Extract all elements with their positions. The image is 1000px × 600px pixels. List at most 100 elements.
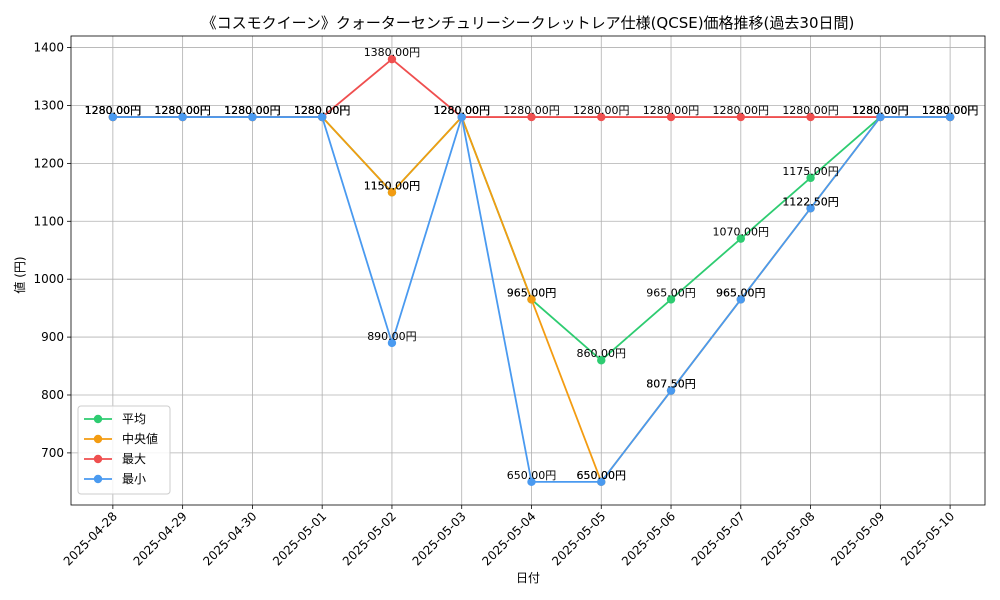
data-label: 1380.00円 [364,46,421,59]
x-tick-label: 2025-05-06 [619,509,678,568]
data-point [457,112,466,122]
data-point [248,112,257,122]
x-tick-label: 2025-05-03 [410,509,469,568]
data-label: 1280.00円 [782,104,839,117]
y-axis-label: 値 (円) [12,256,27,293]
data-label: 1280.00円 [643,104,700,117]
data-label: 807.50円 [646,378,696,391]
data-label: 807.50円 [646,378,696,391]
data-label: 965.00円 [716,286,766,299]
y-tick-label: 900 [41,330,64,344]
data-label: 1280.00円 [433,104,490,117]
x-tick-label: 2025-05-05 [549,509,608,568]
data-label: 1280.00円 [294,104,351,117]
data-point [666,295,676,304]
data-label: 1280.00円 [154,104,211,117]
plot-frame [70,35,986,506]
data-label: 650.00円 [577,469,627,482]
x-tick-label: 2025-04-30 [200,509,259,568]
data-label: 890.00円 [367,330,417,343]
x-tick-label: 2025-05-07 [689,509,748,568]
y-tick-label: 1100 [33,214,64,228]
data-label: 1280.00円 [224,104,281,117]
y-tick-label: 1300 [33,98,64,112]
x-tick-label: 2025-04-28 [61,509,120,568]
y-tick-label: 700 [41,446,64,460]
data-label: 1175.00円 [782,165,839,178]
data-point [527,477,536,487]
data-label: 1150.00円 [364,179,421,192]
data-label: 1280.00円 [852,104,909,117]
x-tick-label: 2025-05-02 [340,509,399,568]
data-point [387,338,397,348]
data-label: 1070.00円 [713,226,770,239]
data-label: 1280.00円 [433,104,490,117]
data-label: 1122.50円 [782,195,839,208]
x-tick-label: 2025-05-01 [270,509,329,568]
data-label: 1280.00円 [85,104,142,117]
data-label: 1280.00円 [713,104,770,117]
data-label: 1280.00円 [503,104,560,117]
data-label: 1280.00円 [294,104,351,117]
data-point [597,477,606,487]
legend-label: 平均 [122,412,146,426]
data-label: 1122.50円 [782,195,839,208]
data-point [527,295,536,304]
data-label: 1280.00円 [433,104,490,117]
data-point [736,112,746,122]
data-label: 1280.00円 [224,104,281,117]
data-point [597,356,606,365]
data-point [387,188,397,197]
data-label: 1280.00円 [922,104,979,117]
data-label: 860.00円 [577,347,627,360]
data-point [387,54,397,64]
data-label: 1280.00円 [224,104,281,117]
data-label: 1280.00円 [154,104,211,117]
data-point [806,112,815,122]
x-tick-label: 2025-05-10 [898,509,957,568]
data-label: 1280.00円 [573,104,630,117]
data-label: 1280.00円 [852,104,909,117]
data-point [527,112,536,122]
data-label: 1150.00円 [364,179,421,192]
data-point [806,173,815,183]
data-label: 1280.00円 [85,104,142,117]
data-label: 965.00円 [507,286,557,299]
data-label: 650.00円 [577,469,627,482]
legend-label: 最大 [122,452,146,466]
series-layer [108,54,955,487]
y-tick-label: 1000 [33,272,64,286]
data-point [317,112,327,122]
data-label: 1280.00円 [224,104,281,117]
data-label: 965.00円 [716,286,766,299]
data-label: 1280.00円 [85,104,142,117]
x-axis-label: 日付 [516,571,540,585]
data-point [736,295,746,304]
data-point [178,112,187,122]
data-label: 1280.00円 [294,104,351,117]
data-label: 1280.00円 [922,104,979,117]
data-label: 1280.00円 [922,104,979,117]
legend-marker [93,454,103,464]
data-point [876,112,885,122]
data-point [666,386,676,395]
data-label: 1280.00円 [154,104,211,117]
data-point [736,234,746,243]
legend-marker [93,434,103,444]
x-tick-label: 2025-05-08 [758,509,817,568]
data-point [597,112,606,122]
data-point [945,112,955,122]
data-label: 1280.00円 [852,104,909,117]
data-label: 650.00円 [507,469,557,482]
data-label: 1280.00円 [433,104,490,117]
data-label: 1280.00円 [154,104,211,117]
legend-marker [93,414,103,424]
chart-title: 《コスモクイーン》クォーターセンチュリーシークレットレア仕様(QCSE)価格推移… [202,14,855,32]
data-point [806,204,815,213]
x-tick-label: 2025-05-09 [828,509,887,568]
data-point [666,112,676,122]
y-tick-label: 1400 [33,41,64,55]
data-label: 1280.00円 [852,104,909,117]
